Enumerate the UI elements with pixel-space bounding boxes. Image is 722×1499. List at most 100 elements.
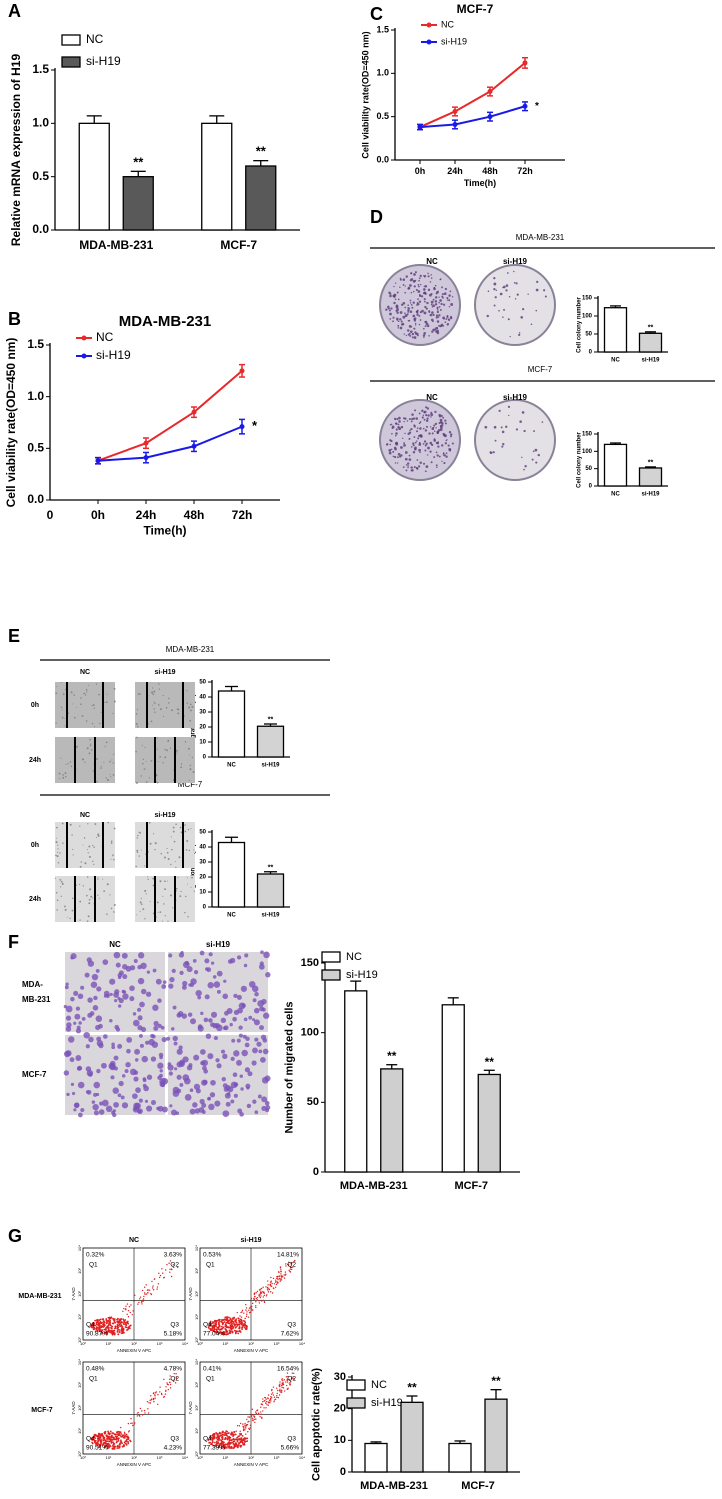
texture: [241, 1328, 243, 1330]
flow-tick: 10¹: [77, 1313, 82, 1319]
texture: [439, 309, 442, 311]
texture: [396, 311, 399, 314]
texture: [121, 1321, 124, 1324]
texture: [117, 1328, 120, 1331]
point: [452, 108, 458, 114]
texture: [79, 919, 81, 921]
texture: [93, 1092, 98, 1097]
texture: [261, 1076, 269, 1084]
texture: [70, 765, 73, 768]
texture: [229, 1442, 232, 1445]
texture: [137, 692, 139, 694]
texture: [426, 324, 430, 328]
texture: [61, 716, 64, 719]
texture: [407, 304, 409, 307]
texture: [86, 721, 88, 723]
texture: [262, 1048, 269, 1055]
texture: [211, 1441, 214, 1443]
texture: [199, 1098, 205, 1105]
texture: [192, 1102, 198, 1108]
texture: [430, 277, 433, 279]
texture: [393, 293, 397, 297]
texture: [280, 1271, 282, 1273]
texture: [421, 309, 424, 313]
texture: [421, 409, 424, 413]
flow-tick: 10²: [77, 1404, 82, 1410]
texture: [210, 1079, 216, 1086]
texture: [236, 1438, 239, 1441]
texture: [442, 416, 445, 419]
texture: [242, 1439, 245, 1442]
texture: [62, 693, 65, 695]
texture: [243, 1017, 248, 1022]
quadrant-pct: 0.32%: [86, 1252, 105, 1259]
texture: [120, 1329, 123, 1332]
texture: [285, 1265, 287, 1267]
texture: [407, 466, 409, 469]
texture: [147, 1408, 149, 1410]
texture: [394, 462, 397, 464]
texture: [286, 1263, 289, 1266]
quadrant-pct: 0.41%: [203, 1366, 222, 1373]
flow-tick: 10⁰: [77, 1451, 82, 1457]
texture: [413, 273, 416, 276]
texture: [152, 884, 155, 887]
texture: [220, 1017, 227, 1024]
texture: [112, 1087, 119, 1094]
texture: [237, 1323, 240, 1326]
texture: [166, 1263, 168, 1266]
texture: [267, 1289, 269, 1291]
y-tick-label: 0.0: [27, 492, 44, 506]
texture: [123, 1441, 126, 1444]
texture: [417, 290, 421, 293]
texture: [535, 288, 539, 292]
texture: [258, 964, 265, 970]
texture: [270, 1400, 272, 1402]
texture: [140, 897, 142, 899]
texture: [245, 1433, 247, 1435]
texture: [241, 1435, 244, 1437]
texture: [422, 427, 425, 430]
texture: [242, 1429, 245, 1432]
micrograph: [135, 822, 195, 868]
texture: [269, 1291, 272, 1293]
texture: [216, 970, 223, 977]
texture: [129, 985, 135, 992]
texture: [255, 1305, 257, 1307]
texture: [398, 416, 401, 420]
texture: [448, 299, 451, 302]
legend-label: NC: [441, 19, 454, 29]
texture: [133, 1300, 135, 1303]
texture: [267, 1287, 270, 1289]
texture: [115, 962, 121, 968]
texture: [220, 1442, 223, 1445]
texture: [86, 691, 88, 693]
texture: [253, 1415, 255, 1417]
texture: [486, 314, 489, 318]
texture: [101, 1444, 104, 1446]
texture: [394, 298, 397, 301]
x-axis-label: Time(h): [143, 523, 186, 537]
y-tick-label: 100: [301, 1027, 319, 1039]
texture: [235, 1326, 237, 1328]
texture: [113, 700, 116, 703]
texture: [414, 409, 417, 412]
texture: [146, 1074, 153, 1080]
texture: [114, 1435, 117, 1438]
texture: [397, 452, 401, 456]
texture: [242, 1324, 245, 1327]
texture: [446, 299, 449, 301]
texture: [292, 1266, 294, 1268]
texture: [207, 1439, 210, 1442]
texture: [163, 1395, 166, 1398]
texture: [227, 1442, 230, 1444]
texture: [268, 1288, 271, 1291]
texture: [237, 1435, 240, 1438]
texture: [396, 462, 399, 464]
texture: [228, 1329, 231, 1332]
texture: [106, 778, 110, 781]
texture: [154, 1397, 156, 1399]
texture: [240, 1319, 243, 1321]
y-tick-label: 1.0: [27, 389, 44, 403]
texture: [442, 316, 446, 320]
